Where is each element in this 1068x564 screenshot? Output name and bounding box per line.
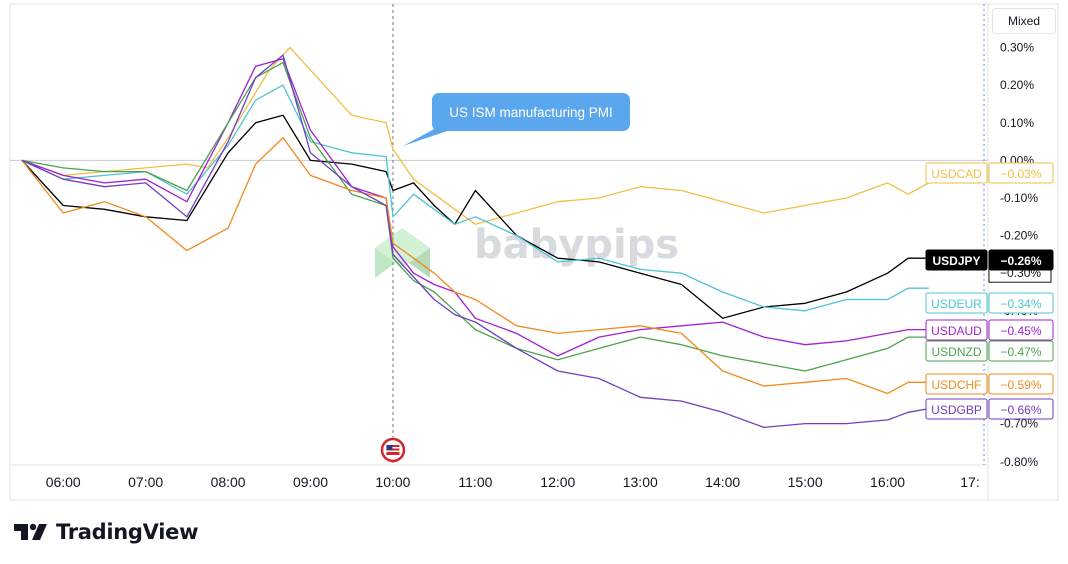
y-tick-label: -0.80%: [1000, 455, 1038, 469]
tradingview-brand-name: TradingView: [56, 520, 199, 544]
series-name-label: USDCAD: [931, 167, 982, 181]
series-value-box: [988, 319, 1054, 341]
flag-stripe: [386, 450, 400, 452]
series-name-box: [925, 373, 988, 395]
series-value-box: [988, 340, 1054, 362]
series-name-box: [925, 162, 988, 184]
series-name-box: [925, 292, 988, 314]
series-name-label: USDGBP: [931, 403, 982, 417]
series-line-usdaud: [21, 58, 929, 357]
series-value-box: [988, 292, 1054, 314]
x-tick-label: 17:: [960, 474, 979, 490]
annotation-text: US ISM manufacturing PMI: [449, 105, 613, 120]
flag-stripe: [386, 447, 400, 449]
series-value-label: −0.26%: [1000, 254, 1041, 268]
series-value-box: [988, 373, 1054, 395]
annotation-pointer: [402, 128, 450, 146]
x-tick-label: 12:00: [540, 474, 575, 490]
x-tick-label: 10:00: [375, 474, 410, 490]
tradingview-logo-icon: [14, 523, 47, 540]
x-tick-label: 08:00: [211, 474, 246, 490]
series-name-label: USDAUD: [931, 324, 982, 338]
x-tick-label: 15:00: [788, 474, 823, 490]
y-tick-label: -0.10%: [1000, 191, 1038, 205]
series-value-label: −0.03%: [1000, 167, 1041, 181]
series-value-label: −0.66%: [1000, 403, 1041, 417]
x-tick-label: 14:00: [705, 474, 740, 490]
series-value-box: [988, 249, 1054, 271]
watermark-cube-top: [375, 228, 430, 268]
flag-canton: [386, 445, 393, 450]
series-name-label: USDEUR: [931, 297, 982, 311]
chart-svg: babypips0.30%0.20%0.10%0.00%-0.10%-0.20%…: [9, 3, 1059, 501]
x-tick-label: 16:00: [870, 474, 905, 490]
x-tick-label: 13:00: [623, 474, 658, 490]
series-value-box: [988, 398, 1054, 420]
watermark-cube-left: [375, 228, 402, 278]
series-name-label: USDCHF: [932, 378, 982, 392]
x-tick-label: 07:00: [128, 474, 163, 490]
watermark-text: babypips: [474, 222, 679, 268]
series-line-usdgbp: [21, 54, 929, 429]
series-line-usdjpy: [21, 114, 929, 319]
series-line-usdnzd: [21, 61, 929, 372]
us-flag-icon: [380, 437, 406, 463]
series-name-box: [925, 319, 988, 341]
series-name-label: USDJPY: [932, 254, 980, 268]
series-value-label: −0.45%: [1000, 324, 1041, 338]
y-tick-label: 0.30%: [1000, 41, 1034, 55]
x-tick-label: 11:00: [458, 474, 492, 490]
series-name-box: [925, 340, 988, 362]
series-name-box: [925, 249, 988, 271]
annotation-callout: US ISM manufacturing PMI: [402, 93, 630, 146]
series-line-usdcad: [21, 46, 930, 225]
chart-area[interactable]: babypips 0.30% 0.20% 0.10% 0.00% -0.10% -0.20%…: [0, 0, 1068, 510]
series-value-label: −0.34%: [1000, 297, 1041, 311]
series-value-label: −0.59%: [1000, 378, 1041, 392]
tradingview-logo[interactable]: TradingView: [12, 517, 198, 547]
y-tick-label: -0.20%: [1000, 229, 1038, 243]
series-name-box: [925, 398, 988, 420]
y-tick-label: -0.70%: [1000, 417, 1038, 431]
annotation-box: [432, 93, 630, 131]
watermark-logo: [375, 228, 430, 278]
series-line-usdchf: [21, 137, 929, 395]
flag-stripes: [386, 445, 400, 455]
scale-mode-button[interactable]: Mixed: [992, 8, 1056, 34]
chart-border: [9, 3, 1059, 501]
y-tick-label: 0.20%: [1000, 78, 1034, 92]
series-name-label: USDNZD: [932, 345, 982, 359]
y-tick-label: 0.10%: [1000, 116, 1034, 130]
series-value-label: −0.47%: [1000, 345, 1041, 359]
series-line-usdeur: [21, 84, 929, 312]
x-tick-label: 09:00: [293, 474, 328, 490]
x-tick-label: 06:00: [46, 474, 81, 490]
series-value-box: [988, 162, 1054, 184]
